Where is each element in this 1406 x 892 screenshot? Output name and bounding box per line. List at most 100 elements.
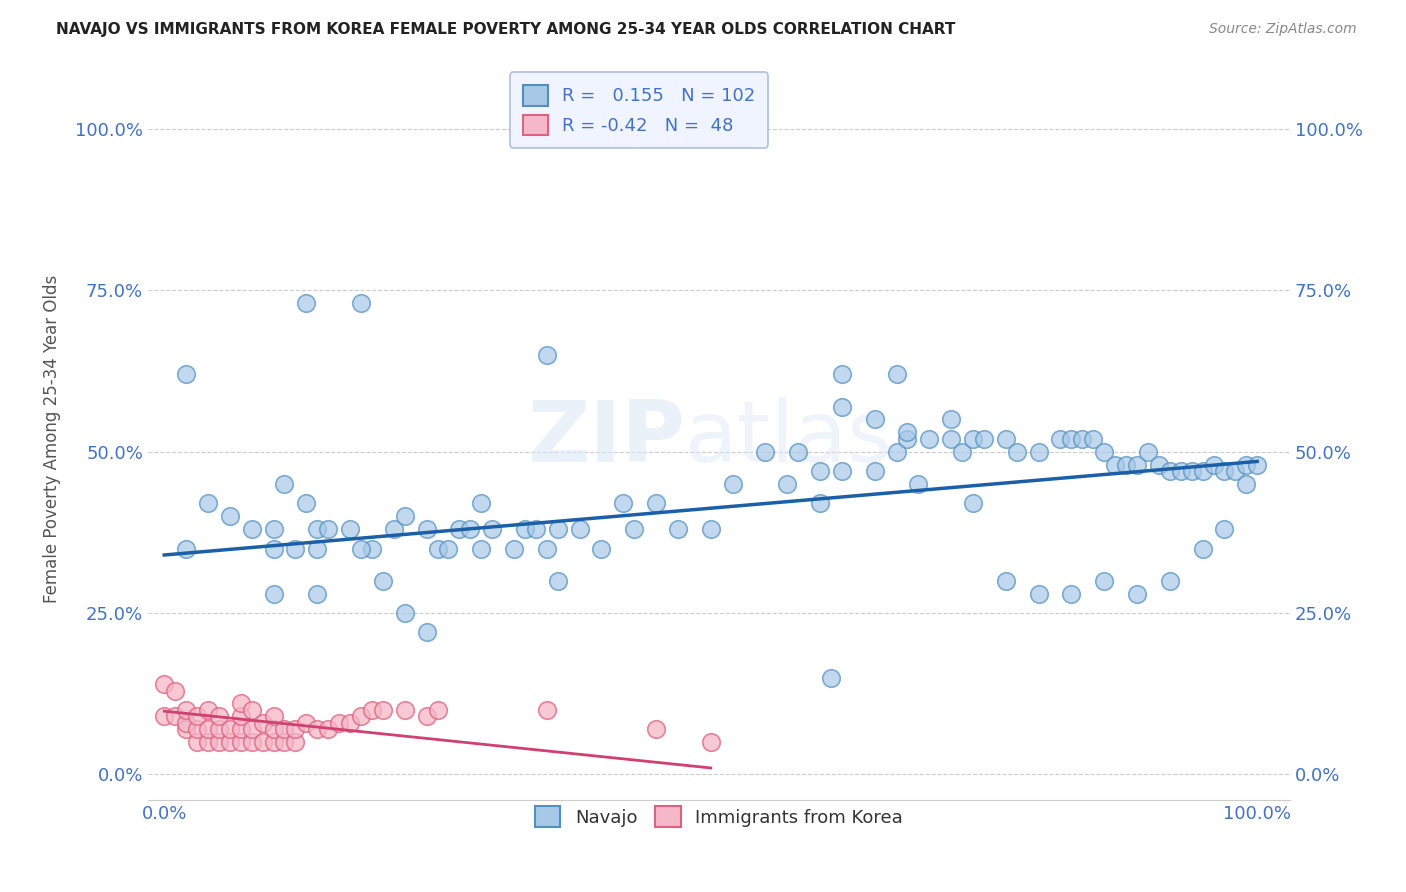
Point bbox=[371, 703, 394, 717]
Point bbox=[1246, 458, 1268, 472]
Point bbox=[1049, 432, 1071, 446]
Point bbox=[174, 703, 197, 717]
Point bbox=[645, 723, 668, 737]
Point bbox=[197, 723, 219, 737]
Point bbox=[1191, 541, 1213, 556]
Point bbox=[1136, 444, 1159, 458]
Point bbox=[371, 574, 394, 588]
Point bbox=[1028, 444, 1050, 458]
Point bbox=[284, 541, 307, 556]
Point bbox=[470, 541, 492, 556]
Point bbox=[350, 709, 373, 723]
Point bbox=[1234, 477, 1257, 491]
Point bbox=[994, 574, 1017, 588]
Point bbox=[252, 715, 274, 730]
Point bbox=[186, 709, 208, 723]
Point bbox=[700, 735, 723, 749]
Point bbox=[1202, 458, 1225, 472]
Point bbox=[284, 723, 307, 737]
Point bbox=[941, 432, 963, 446]
Point bbox=[240, 703, 263, 717]
Point bbox=[295, 296, 318, 310]
Point bbox=[1126, 458, 1149, 472]
Point bbox=[273, 477, 295, 491]
Point bbox=[174, 723, 197, 737]
Point bbox=[700, 522, 723, 536]
Point bbox=[263, 709, 285, 723]
Point bbox=[1159, 574, 1181, 588]
Point bbox=[1225, 464, 1247, 478]
Point bbox=[1234, 458, 1257, 472]
Point bbox=[1104, 458, 1126, 472]
Point bbox=[808, 464, 831, 478]
Point bbox=[623, 522, 645, 536]
Point bbox=[1213, 464, 1236, 478]
Point bbox=[536, 348, 558, 362]
Point bbox=[962, 496, 984, 510]
Point bbox=[229, 709, 252, 723]
Point bbox=[263, 735, 285, 749]
Point bbox=[426, 703, 449, 717]
Point bbox=[197, 703, 219, 717]
Point bbox=[394, 606, 416, 620]
Point bbox=[174, 715, 197, 730]
Point bbox=[240, 723, 263, 737]
Point bbox=[208, 723, 231, 737]
Point bbox=[165, 709, 187, 723]
Point bbox=[449, 522, 471, 536]
Point bbox=[568, 522, 591, 536]
Point bbox=[896, 432, 918, 446]
Text: Source: ZipAtlas.com: Source: ZipAtlas.com bbox=[1209, 22, 1357, 37]
Point bbox=[1028, 587, 1050, 601]
Point bbox=[973, 432, 995, 446]
Point bbox=[547, 522, 569, 536]
Y-axis label: Female Poverty Among 25-34 Year Olds: Female Poverty Among 25-34 Year Olds bbox=[44, 275, 60, 603]
Point bbox=[1170, 464, 1192, 478]
Point bbox=[307, 587, 329, 601]
Point bbox=[415, 625, 437, 640]
Point bbox=[218, 735, 240, 749]
Point bbox=[394, 509, 416, 524]
Point bbox=[437, 541, 460, 556]
Point bbox=[1060, 587, 1083, 601]
Point bbox=[415, 709, 437, 723]
Point bbox=[1147, 458, 1170, 472]
Point bbox=[350, 541, 373, 556]
Point bbox=[252, 735, 274, 749]
Point bbox=[263, 522, 285, 536]
Point bbox=[513, 522, 536, 536]
Point bbox=[197, 735, 219, 749]
Point bbox=[863, 464, 886, 478]
Point bbox=[240, 522, 263, 536]
Point bbox=[612, 496, 634, 510]
Point bbox=[382, 522, 405, 536]
Point bbox=[831, 400, 853, 414]
Point bbox=[361, 703, 384, 717]
Point bbox=[273, 723, 295, 737]
Point bbox=[754, 444, 776, 458]
Point bbox=[918, 432, 941, 446]
Point bbox=[994, 432, 1017, 446]
Point bbox=[962, 432, 984, 446]
Point bbox=[503, 541, 526, 556]
Point bbox=[263, 541, 285, 556]
Point bbox=[1092, 444, 1115, 458]
Point bbox=[339, 715, 361, 730]
Point bbox=[307, 541, 329, 556]
Point bbox=[208, 735, 231, 749]
Point bbox=[229, 735, 252, 749]
Point bbox=[426, 541, 449, 556]
Point bbox=[1115, 458, 1137, 472]
Legend: Navajo, Immigrants from Korea: Navajo, Immigrants from Korea bbox=[527, 799, 910, 835]
Point bbox=[886, 444, 908, 458]
Point bbox=[339, 522, 361, 536]
Point bbox=[307, 522, 329, 536]
Point bbox=[524, 522, 547, 536]
Point bbox=[458, 522, 481, 536]
Point bbox=[284, 735, 307, 749]
Point bbox=[1071, 432, 1094, 446]
Point bbox=[208, 709, 231, 723]
Text: atlas: atlas bbox=[685, 397, 893, 480]
Point bbox=[316, 723, 339, 737]
Point bbox=[1126, 587, 1149, 601]
